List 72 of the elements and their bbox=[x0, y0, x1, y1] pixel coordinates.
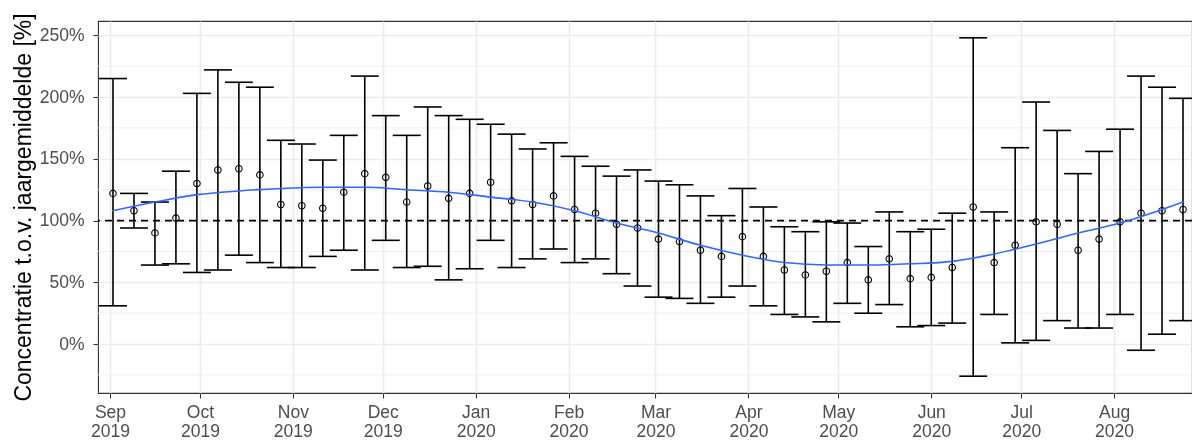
x-tick-label: Oct 2019 bbox=[180, 401, 220, 441]
x-tick-label: Feb 2020 bbox=[549, 401, 589, 441]
x-tick-label: Jul 2020 bbox=[1002, 401, 1042, 441]
point bbox=[1095, 235, 1103, 243]
point bbox=[612, 220, 621, 229]
point bbox=[738, 232, 747, 241]
point bbox=[948, 263, 957, 272]
point bbox=[990, 258, 998, 267]
point bbox=[675, 237, 684, 246]
point bbox=[1137, 209, 1145, 217]
point bbox=[507, 197, 516, 205]
y-tick-label: 150% bbox=[39, 148, 85, 169]
point bbox=[570, 205, 579, 214]
y-tick-label: 100% bbox=[39, 210, 85, 231]
point bbox=[864, 276, 873, 284]
point bbox=[1179, 205, 1187, 214]
y-axis-title: Concentratie t.o.v. jaargemiddelde [%] bbox=[9, 13, 36, 402]
line-series bbox=[112, 186, 1184, 266]
point bbox=[444, 194, 453, 203]
x-tick-label: Jun 2020 bbox=[912, 401, 952, 441]
x-tick-label: Jan 2020 bbox=[456, 401, 496, 441]
x-tick-label: Apr 2020 bbox=[729, 401, 769, 441]
point bbox=[402, 198, 411, 206]
y-tick-label: 200% bbox=[39, 86, 85, 107]
point bbox=[780, 266, 789, 274]
point bbox=[235, 164, 243, 173]
point bbox=[172, 214, 180, 222]
point bbox=[717, 252, 726, 261]
x-tick-label: Sep 2019 bbox=[91, 401, 130, 441]
point bbox=[633, 224, 642, 232]
x-tick-label: Aug 2020 bbox=[1095, 401, 1135, 441]
point bbox=[214, 166, 222, 174]
point bbox=[549, 192, 558, 200]
point bbox=[109, 189, 117, 198]
point bbox=[885, 255, 894, 263]
point bbox=[654, 235, 663, 243]
point bbox=[591, 209, 600, 217]
point bbox=[759, 252, 768, 261]
point bbox=[465, 189, 474, 198]
x-tick-label: Nov 2019 bbox=[273, 401, 313, 441]
point bbox=[486, 178, 495, 187]
point bbox=[360, 169, 369, 178]
point bbox=[927, 273, 936, 282]
y-tick-label: 50% bbox=[49, 271, 85, 292]
point bbox=[1158, 206, 1166, 215]
point bbox=[1074, 246, 1082, 255]
point bbox=[277, 200, 285, 209]
point bbox=[969, 203, 977, 211]
point bbox=[151, 229, 159, 237]
point bbox=[1116, 218, 1124, 226]
point bbox=[256, 171, 264, 179]
point bbox=[906, 274, 915, 283]
x-tick-label: Dec 2019 bbox=[363, 401, 403, 441]
point bbox=[423, 182, 432, 190]
x-tick-label: Mar 2020 bbox=[636, 401, 676, 441]
point bbox=[696, 246, 705, 255]
y-tick-label: 0% bbox=[59, 333, 85, 354]
point bbox=[339, 188, 348, 196]
point bbox=[381, 173, 390, 182]
point bbox=[843, 258, 852, 267]
point bbox=[130, 206, 138, 215]
point bbox=[298, 201, 306, 210]
point bbox=[1011, 241, 1019, 250]
point bbox=[801, 271, 810, 279]
point bbox=[528, 200, 537, 209]
point bbox=[319, 204, 327, 213]
x-tick-label: May 2020 bbox=[819, 401, 859, 441]
y-tick-label: 250% bbox=[39, 24, 85, 45]
point bbox=[193, 179, 201, 188]
point bbox=[1032, 218, 1040, 226]
point bbox=[822, 267, 831, 276]
point bbox=[1053, 220, 1061, 229]
